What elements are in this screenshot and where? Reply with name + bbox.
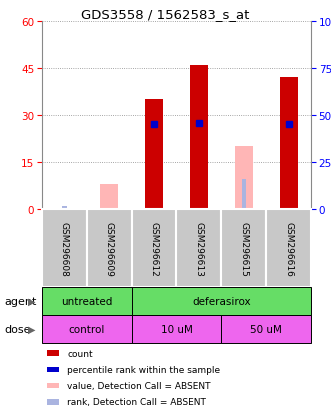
Text: untreated: untreated <box>61 296 113 306</box>
Bar <box>242 180 246 209</box>
Bar <box>145 100 163 209</box>
Bar <box>221 315 311 343</box>
Text: GSM296613: GSM296613 <box>194 221 204 276</box>
Text: agent: agent <box>4 296 36 306</box>
Bar <box>132 315 221 343</box>
Bar <box>221 209 266 287</box>
Bar <box>280 78 298 209</box>
Bar <box>42 209 87 287</box>
Bar <box>132 209 176 287</box>
Bar <box>42 315 132 343</box>
Text: GSM296608: GSM296608 <box>60 221 69 276</box>
Text: percentile rank within the sample: percentile rank within the sample <box>67 365 220 374</box>
Bar <box>47 351 59 356</box>
Bar <box>87 209 132 287</box>
Text: dose: dose <box>4 324 30 334</box>
Bar <box>190 66 208 209</box>
Text: rank, Detection Call = ABSENT: rank, Detection Call = ABSENT <box>67 397 206 406</box>
Text: GSM296616: GSM296616 <box>284 221 293 276</box>
Bar <box>235 147 253 209</box>
Bar <box>42 287 132 315</box>
Text: value, Detection Call = ABSENT: value, Detection Call = ABSENT <box>67 381 211 390</box>
Text: deferasirox: deferasirox <box>192 296 251 306</box>
Bar <box>100 185 118 209</box>
Text: control: control <box>69 324 105 334</box>
Bar <box>132 287 311 315</box>
Text: GSM296609: GSM296609 <box>105 221 114 276</box>
Bar <box>176 209 221 287</box>
Bar <box>266 209 311 287</box>
Text: count: count <box>67 349 93 358</box>
Text: 10 uM: 10 uM <box>161 324 192 334</box>
Bar <box>62 206 67 209</box>
Text: GSM296615: GSM296615 <box>239 221 248 276</box>
Text: 50 uM: 50 uM <box>250 324 282 334</box>
Bar <box>47 367 59 372</box>
Bar <box>47 383 59 389</box>
Text: GSM296612: GSM296612 <box>150 221 159 276</box>
Text: ▶: ▶ <box>28 324 36 334</box>
Bar <box>47 399 59 405</box>
Text: ▶: ▶ <box>28 296 36 306</box>
Text: GDS3558 / 1562583_s_at: GDS3558 / 1562583_s_at <box>81 8 250 21</box>
